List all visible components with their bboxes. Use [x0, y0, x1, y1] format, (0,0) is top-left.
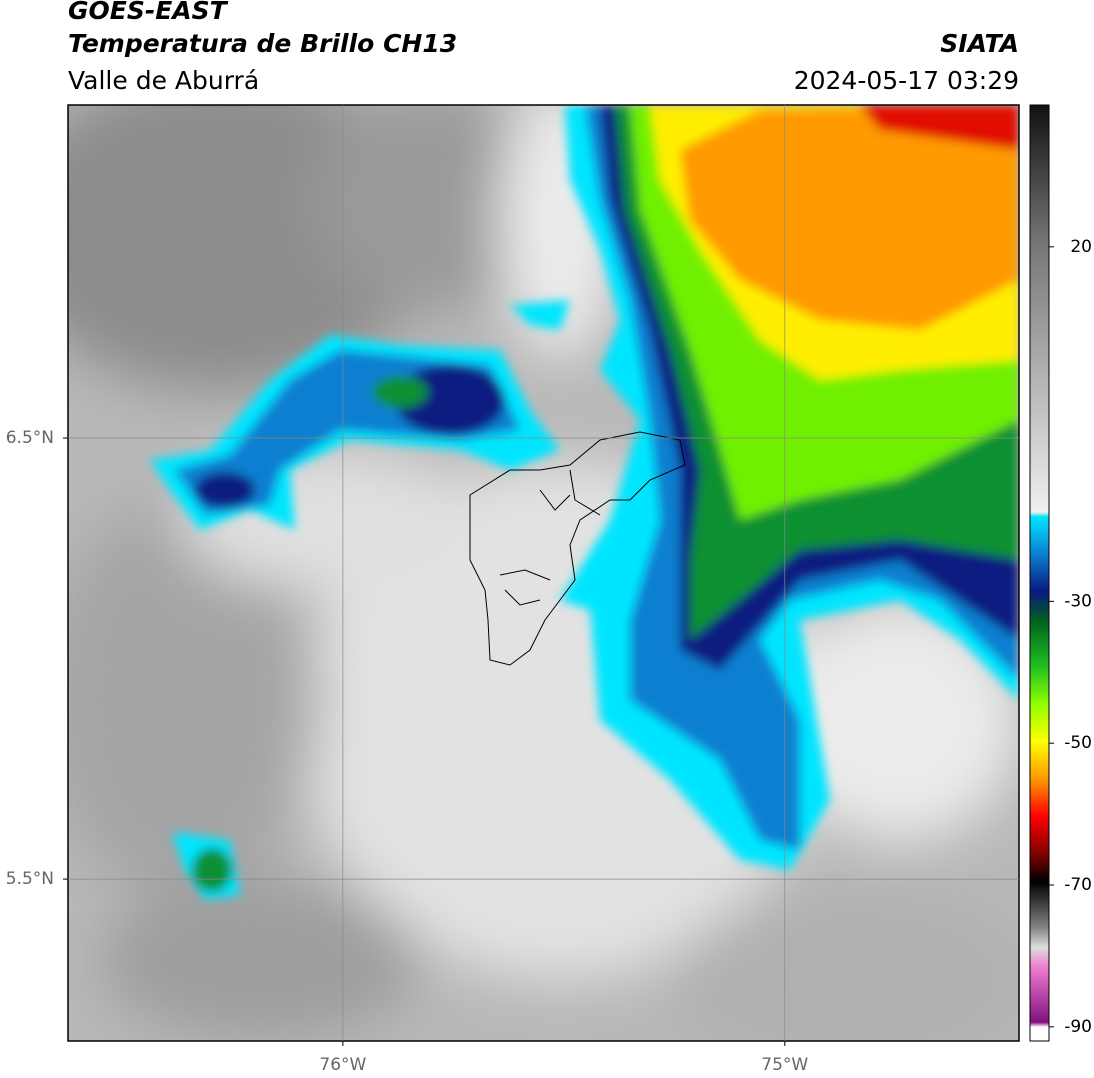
satellite: GOES-EAST [68, 0, 229, 25]
map-frame [67, 104, 1020, 1042]
product: Temperatura de Brillo CH13 [68, 29, 457, 58]
colorbar [1029, 104, 1050, 1042]
map-imagery [68, 105, 1019, 1041]
y-tick-label: 6.5°N [6, 428, 54, 448]
x-tick-label: 75°W [761, 1055, 808, 1075]
colorbar-label: -30 [1064, 591, 1092, 611]
y-tick-label: 5.5°N [6, 869, 54, 889]
colorbar-label: 20 [1070, 237, 1092, 257]
source: SIATA [940, 29, 1019, 58]
region: Valle de Aburrá [68, 66, 259, 95]
colorbar-label: -50 [1064, 733, 1092, 753]
x-tick-label: 76°W [319, 1055, 366, 1075]
datetime: 2024-05-17 03:29 [794, 66, 1019, 95]
colorbar-label: -90 [1064, 1017, 1092, 1037]
colorbar-label: -70 [1064, 875, 1092, 895]
